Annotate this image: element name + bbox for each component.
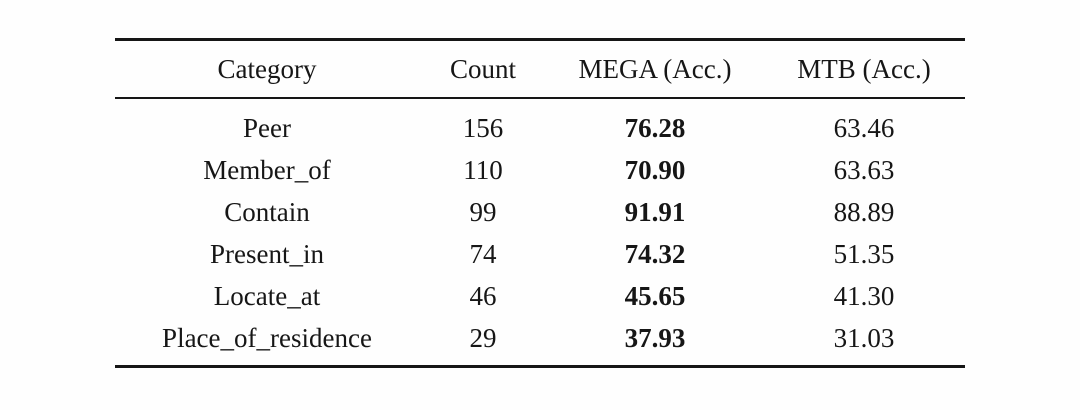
cell-category: Place_of_residence <box>162 322 372 353</box>
cell-mtb-acc: 41.30 <box>833 280 895 311</box>
cell-mtb-acc: 88.89 <box>833 196 895 227</box>
cell-mega-acc: 37.93 <box>624 322 686 353</box>
cell-mega-acc: 70.90 <box>624 154 686 185</box>
column-header-category: Category <box>115 39 419 99</box>
cell-count: 29 <box>469 322 497 353</box>
cell-mtb-acc: 63.63 <box>833 154 895 185</box>
cell-count: 99 <box>469 196 497 227</box>
table-row: Contain 99 91.91 88.89 <box>115 191 965 233</box>
cell-mtb-acc: 51.35 <box>833 238 895 269</box>
cell-category: Member_of <box>203 154 331 185</box>
table-row: Member_of 110 70.90 63.63 <box>115 149 965 191</box>
cell-mega-acc: 45.65 <box>624 280 686 311</box>
cell-category: Present_in <box>210 238 324 269</box>
table-header-row: Category Count MEGA (Acc.) MTB (Acc.) <box>115 39 965 99</box>
table-row: Locate_at 46 45.65 41.30 <box>115 275 965 317</box>
table-row: Place_of_residence 29 37.93 31.03 <box>115 317 965 367</box>
cell-category: Peer <box>243 112 291 143</box>
cell-count: 156 <box>462 112 504 143</box>
cell-mega-acc: 91.91 <box>624 196 686 227</box>
cell-category: Contain <box>224 196 310 227</box>
cell-count: 110 <box>463 154 503 185</box>
cell-mega-acc: 74.32 <box>624 238 686 269</box>
column-header-mtb-acc: MTB (Acc.) <box>763 39 965 99</box>
cell-category: Locate_at <box>213 280 321 311</box>
cell-mtb-acc: 63.46 <box>833 112 895 143</box>
cell-count: 74 <box>469 238 497 269</box>
column-header-mega-acc: MEGA (Acc.) <box>547 39 763 99</box>
table-row: Peer 156 76.28 63.46 <box>115 98 965 149</box>
cell-count: 46 <box>469 280 497 311</box>
cell-mtb-acc: 31.03 <box>833 322 895 353</box>
cell-mega-acc: 76.28 <box>624 112 686 143</box>
table-row: Present_in 74 74.32 51.35 <box>115 233 965 275</box>
results-table: Category Count MEGA (Acc.) MTB (Acc.) Pe… <box>115 38 965 368</box>
column-header-count: Count <box>419 39 547 99</box>
